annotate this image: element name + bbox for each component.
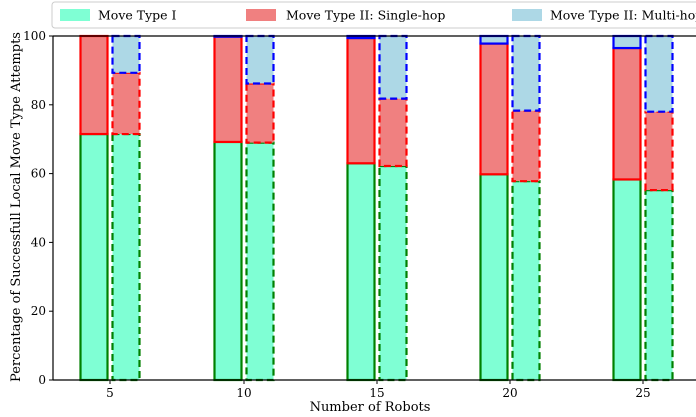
bar-segment — [79, 132, 109, 382]
bar-segment — [479, 42, 509, 176]
bar-segment — [111, 71, 141, 136]
bar-segment — [245, 34, 275, 85]
x-tick-label: 5 — [106, 386, 114, 400]
bar-segment — [511, 34, 541, 112]
bar-segment — [511, 180, 541, 382]
bar-segment — [79, 34, 109, 136]
bar-segment — [111, 34, 141, 74]
y-tick-label: 60 — [31, 167, 46, 181]
legend: Move Type I Move Type II: Single-hop Move … — [51, 1, 696, 29]
bar-segment — [111, 132, 141, 382]
bar-segment — [644, 34, 674, 113]
x-tick-label: 15 — [369, 386, 384, 400]
bar-segment — [245, 82, 275, 144]
y-tick-label: 0 — [38, 373, 46, 387]
bar-segment — [479, 173, 509, 382]
bar-segment — [612, 178, 642, 382]
bar-segment — [644, 110, 674, 192]
bar-segment — [378, 34, 408, 100]
bar-segment — [213, 35, 243, 144]
bar-segment — [245, 141, 275, 382]
bar-segment — [346, 36, 376, 165]
bars-layer — [79, 34, 674, 382]
legend-swatch — [60, 9, 90, 21]
bar-segment — [612, 34, 642, 50]
y-tick-label: 80 — [31, 98, 46, 112]
bar-segment — [378, 97, 408, 168]
bar-segment — [511, 109, 541, 183]
bar-segment — [346, 162, 376, 382]
y-tick-label: 40 — [31, 235, 46, 249]
legend-label: Move Type I — [98, 8, 177, 23]
x-axis-label: Number of Robots — [310, 400, 431, 415]
bar-segment — [612, 46, 642, 181]
bar-segment — [479, 34, 509, 45]
legend-label: Move Type II: Multi-hop — [550, 8, 696, 23]
y-tick-label: 20 — [31, 304, 46, 318]
y-tick-label: 100 — [23, 29, 46, 43]
x-tick-label: 25 — [635, 386, 650, 400]
x-tick-label: 10 — [236, 386, 251, 400]
legend-label: Move Type II: Single-hop — [286, 8, 445, 23]
bar-segment — [213, 140, 243, 382]
legend-frame — [51, 1, 696, 29]
x-tick-label: 20 — [502, 386, 517, 400]
legend-swatch — [246, 9, 276, 21]
bar-segment — [378, 164, 408, 382]
legend-swatch — [512, 9, 542, 21]
bar-segment — [644, 189, 674, 382]
axes-layer: 0 20 40 60 80 100 5 10 15 20 25 — [23, 29, 696, 400]
y-axis-label: Percentage of Successfull Local Move Typ… — [9, 32, 24, 382]
